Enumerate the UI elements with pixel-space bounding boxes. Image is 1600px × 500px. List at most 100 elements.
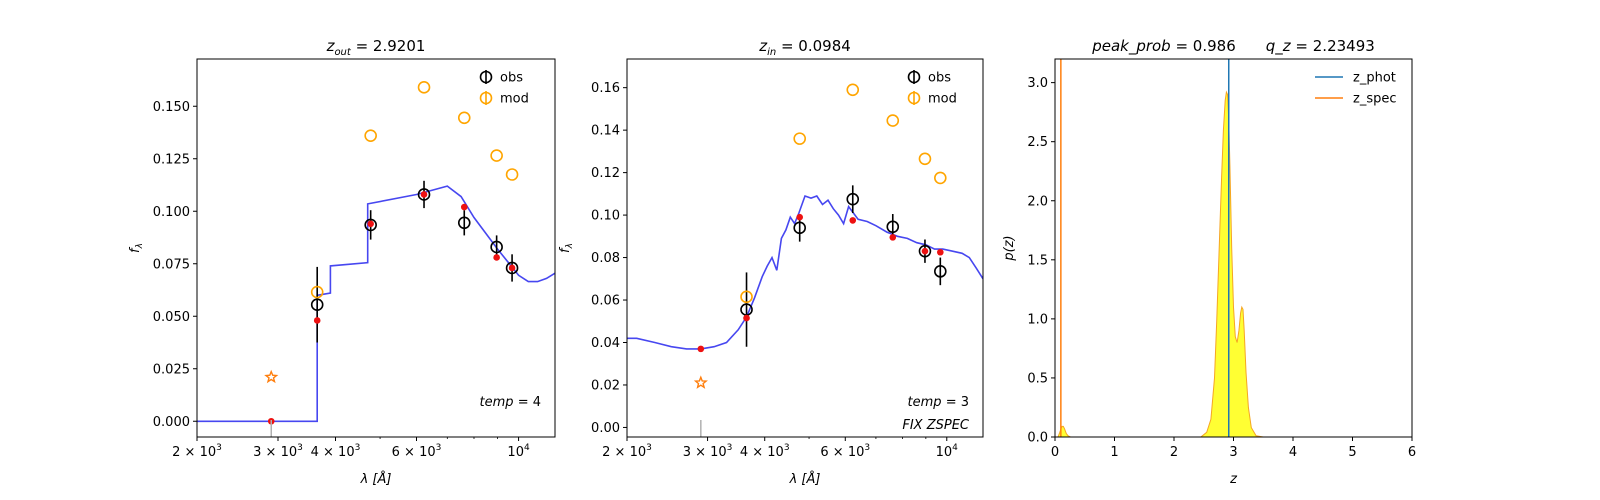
y-tick-label: 0.14 (591, 124, 620, 139)
x-tick-label: 3 × 103 (683, 443, 733, 460)
y-tick-label: 0.02 (591, 378, 620, 393)
y-tick-label: 0.12 (591, 166, 620, 181)
mod-point (364, 129, 377, 142)
axes-frame (626, 58, 984, 438)
model-flux-dot (313, 317, 321, 324)
model-spectrum-line (197, 185, 555, 423)
y-tick-label: 3.0 (1027, 76, 1048, 91)
mod-point (310, 285, 324, 299)
mod-point (505, 168, 519, 181)
chart-title: zout = 2.9201 (326, 37, 426, 58)
obs-point (310, 298, 324, 312)
legend-label-z-spec: z_spec (1353, 92, 1397, 107)
y-axis-label: fλ (558, 243, 575, 253)
legend: obs mod (907, 70, 957, 107)
x-tick-label: 4 × 103 (311, 443, 361, 460)
star-marker (264, 369, 279, 384)
pz-curve (1055, 90, 1353, 437)
plot-area (197, 81, 555, 437)
model-flux-dot (420, 191, 428, 198)
mod-point (490, 149, 503, 162)
legend: z_phot z_spec (1315, 71, 1397, 107)
obs-point (793, 221, 806, 235)
y-tick-label: 0.025 (153, 362, 190, 377)
legend-marker-mod (907, 91, 921, 105)
legend-label-mod: mod (928, 92, 957, 107)
plot-area (627, 83, 983, 437)
mod-point (918, 152, 932, 166)
model-flux-dot (849, 217, 857, 224)
model-spectrum-line (627, 194, 983, 350)
obs-point (505, 261, 519, 275)
chart-panel-3: 0 1 2 3 4 5 6 0.0 0.5 1.0 1.5 2.0 2.5 3.0 z p(z) peak_pr… (1002, 37, 1416, 487)
annotation: temp = 4 (480, 395, 541, 410)
y-tick-label: 0.08 (591, 251, 620, 266)
y-tick-label: 0.04 (591, 336, 620, 351)
x-tick-label: 4 (1289, 445, 1297, 460)
model-flux-dot (796, 213, 803, 221)
mod-point (417, 81, 431, 94)
x-tick-label: 6 × 103 (392, 443, 442, 460)
x-tick-label: 3 × 103 (253, 443, 303, 460)
axes-frame (196, 58, 556, 438)
x-axis-label: λ [Å] (360, 471, 392, 487)
mod-point (793, 132, 806, 145)
chart-panel-1: 2 × 103 3 × 103 4 × 103 6 × 103 104 0.000 0.02… (128, 37, 556, 487)
y-tick-label: 1.0 (1027, 312, 1048, 327)
x-tick-label: 6 (1408, 445, 1416, 460)
plot-area (1055, 59, 1353, 437)
y-tick-label: 1.5 (1027, 253, 1048, 268)
obs-point (918, 244, 932, 258)
x-tick-label: 104 (936, 443, 959, 460)
x-tick-label: 3 (1229, 445, 1237, 460)
x-tick-label: 1 (1110, 445, 1118, 460)
x-tick-label: 6 × 103 (820, 443, 870, 460)
y-tick-label: 2.5 (1027, 135, 1048, 150)
y-tick-label: 0.075 (153, 257, 190, 272)
chart-panel-2: 2 × 103 3 × 103 4 × 103 6 × 103 104 0.00 0.02 0… (558, 37, 984, 487)
x-axis-label: λ [Å] (789, 471, 821, 487)
x-tick-label: 104 (507, 443, 530, 460)
annotation: temp = 3 (908, 395, 969, 410)
mod-point (934, 171, 947, 185)
x-axis-label: z (1229, 472, 1238, 487)
mod-point (740, 290, 753, 304)
legend: obs mod (479, 70, 529, 107)
pz-fill (1055, 92, 1353, 437)
mod-point (457, 111, 471, 125)
model-flux-dot (367, 220, 374, 228)
obs-point (934, 265, 947, 278)
x-tick-label: 2 × 103 (602, 443, 652, 460)
y-tick-label: 2.0 (1027, 194, 1048, 209)
y-tick-label: 0.10 (591, 209, 620, 224)
x-tick-label: 5 (1348, 445, 1356, 460)
y-tick-label: 0.5 (1027, 371, 1048, 386)
mod-point (886, 114, 900, 127)
model-flux-dot (937, 248, 944, 256)
y-tick-label: 0.050 (153, 310, 190, 325)
obs-point (457, 216, 471, 230)
x-tick-label: 4 × 103 (740, 443, 790, 460)
x-tick-label: 2 × 103 (172, 443, 222, 460)
obs-point (886, 220, 900, 234)
legend-marker-obs (907, 70, 921, 84)
y-axis-label: p(z) (1002, 235, 1017, 261)
chart-title: zin = 0.0984 (758, 37, 851, 58)
model-flux-dot (493, 254, 500, 261)
model-flux-dot (697, 345, 705, 353)
model-flux-dot (460, 203, 468, 211)
y-tick-label: 0.125 (153, 152, 190, 167)
legend-label-obs: obs (500, 71, 523, 86)
chart-title: peak_prob = 0.986 q_z = 2.23493 (1091, 37, 1375, 56)
star-marker (693, 375, 708, 389)
obs-point (846, 192, 860, 206)
y-tick-label: 0.00 (591, 421, 620, 436)
model-flux-dot (743, 314, 750, 322)
y-tick-label: 0.000 (153, 415, 190, 430)
y-tick-label: 0.150 (153, 100, 190, 115)
model-flux-dot (921, 247, 929, 255)
model-flux-dot (508, 264, 516, 272)
obs-point (364, 218, 377, 232)
y-tick-label: 0.100 (153, 205, 190, 220)
